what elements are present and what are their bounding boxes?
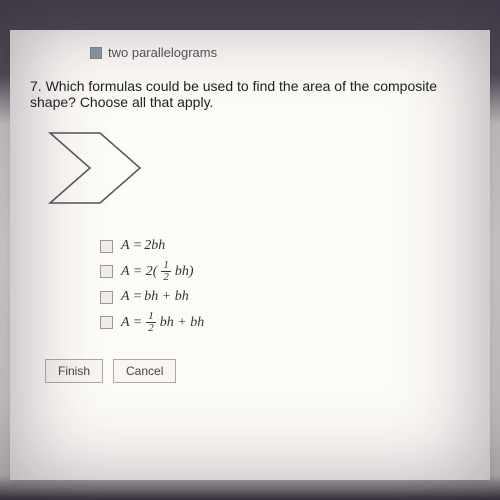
action-buttons: Finish Cancel — [45, 359, 470, 383]
formula-body: bh + bh — [144, 289, 188, 305]
worksheet-page: two parallelograms 7. Which formulas cou… — [10, 30, 490, 480]
arrow-chevron-shape — [45, 128, 150, 208]
formula-prefix: A = — [121, 238, 142, 254]
option-a[interactable]: A = 2bh — [100, 238, 470, 254]
option-d[interactable]: A = 1 2 bh + bh — [100, 311, 470, 334]
question-row: 7. Which formulas could be used to find … — [30, 78, 470, 110]
fraction: 1 2 — [161, 260, 171, 283]
checkbox-prev[interactable] — [90, 47, 102, 59]
option-c[interactable]: A = bh + bh — [100, 289, 470, 305]
fraction-denominator: 2 — [146, 323, 156, 334]
formula-d: A = 1 2 bh + bh — [121, 311, 204, 334]
formula-suffix: bh) — [175, 264, 194, 280]
formula-b: A = 2( 1 2 bh) — [121, 260, 194, 283]
previous-option: two parallelograms — [90, 45, 470, 60]
checkbox-d[interactable] — [100, 316, 113, 329]
formula-prefix: A = — [121, 289, 142, 305]
formula-prefix: A = — [121, 315, 142, 331]
option-b[interactable]: A = 2( 1 2 bh) — [100, 260, 470, 283]
answer-options: A = 2bh A = 2( 1 2 bh) A = bh + bh A — [100, 238, 470, 334]
formula-suffix: bh + bh — [160, 315, 204, 331]
prev-option-label: two parallelograms — [108, 45, 217, 60]
fraction: 1 2 — [146, 311, 156, 334]
question-number: 7. — [30, 78, 42, 94]
formula-body: 2bh — [144, 238, 165, 254]
checkbox-a[interactable] — [100, 240, 113, 253]
checkbox-b[interactable] — [100, 265, 113, 278]
fraction-denominator: 2 — [161, 272, 171, 283]
formula-prefix: A = 2( — [121, 264, 157, 280]
formula-c: A = bh + bh — [121, 289, 189, 305]
checkbox-c[interactable] — [100, 291, 113, 304]
finish-button[interactable]: Finish — [45, 359, 103, 383]
chevron-polygon — [50, 133, 140, 203]
formula-a: A = 2bh — [121, 238, 165, 254]
composite-shape — [45, 128, 470, 213]
cancel-button[interactable]: Cancel — [113, 359, 176, 383]
question-text: Which formulas could be used to find the… — [30, 78, 437, 110]
